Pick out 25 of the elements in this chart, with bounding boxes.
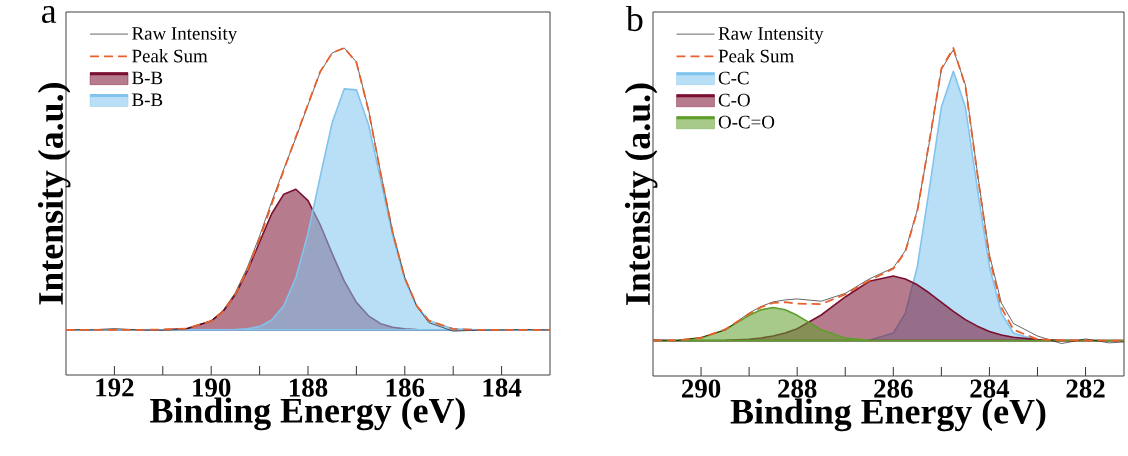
x-tick-label: 284 bbox=[970, 379, 1010, 398]
x-tick-label: 288 bbox=[778, 379, 817, 398]
legend-label: Peak Sum bbox=[718, 49, 794, 63]
y-axis-title: Intensity (a.u.) bbox=[37, 83, 71, 305]
x-axis-title: Binding Energy (eV) bbox=[150, 397, 465, 431]
legend-label: Peak Sum bbox=[132, 49, 208, 63]
chart-title: b bbox=[625, 5, 643, 32]
legend-label: B-B bbox=[132, 71, 163, 85]
legend-label: B-B bbox=[132, 93, 163, 107]
x-tick-label: 184 bbox=[483, 378, 522, 397]
x-tick-label: 188 bbox=[289, 378, 328, 397]
x-tick-label: 286 bbox=[874, 379, 913, 398]
legend-label: Raw Intensity bbox=[132, 27, 238, 44]
chart-title: a bbox=[42, 5, 57, 24]
legend-label: O-C=O bbox=[718, 115, 775, 129]
x-tick-label: 282 bbox=[1066, 379, 1105, 398]
x-tick-label: 290 bbox=[682, 379, 721, 398]
x-tick-label: 192 bbox=[96, 378, 134, 397]
x-axis-title: Binding Energy (eV) bbox=[730, 398, 1046, 432]
legend-label: C-C bbox=[718, 71, 749, 85]
legend-label: C-O bbox=[718, 93, 750, 107]
legend-label: Raw Intensity bbox=[718, 27, 824, 44]
y-axis-title: Intensity (a.u.) bbox=[624, 83, 658, 305]
x-tick-label: 186 bbox=[386, 378, 425, 397]
x-tick-label: 190 bbox=[193, 378, 231, 397]
